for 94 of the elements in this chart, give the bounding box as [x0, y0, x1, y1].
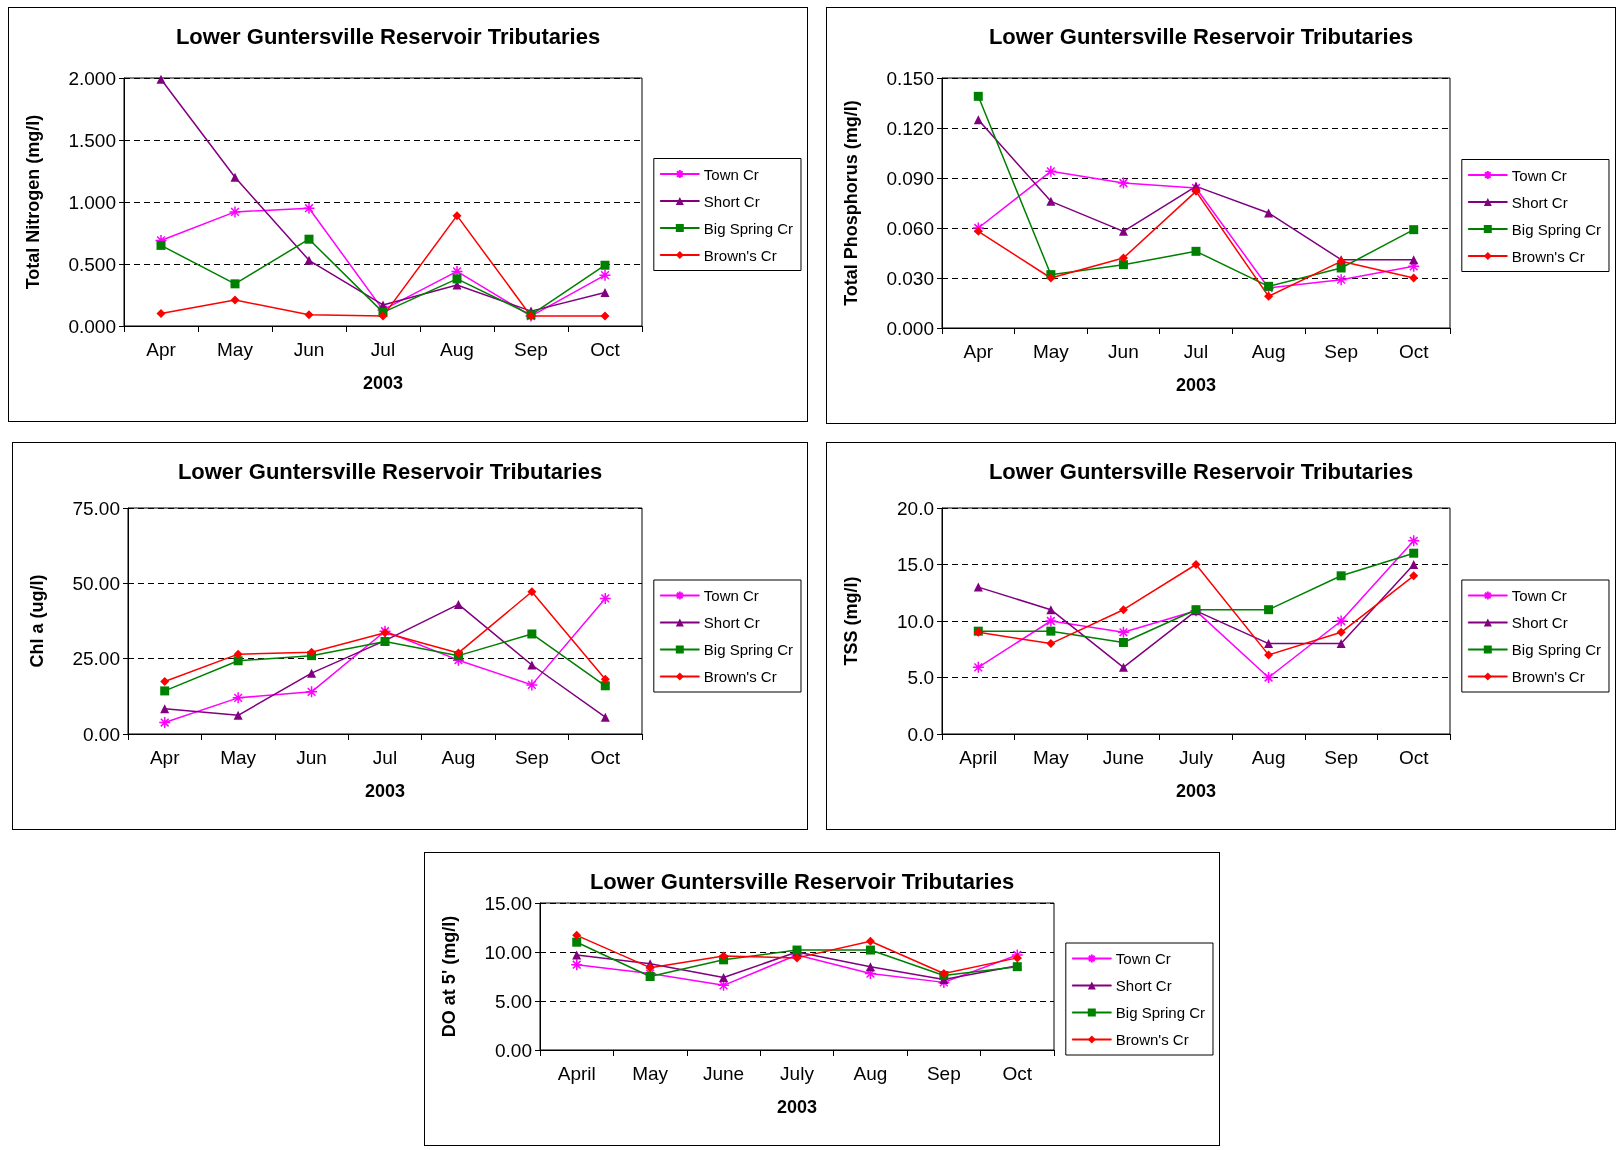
y-tick-label: 0.000 [886, 317, 934, 339]
x-tick-label: Jun [296, 747, 327, 768]
y-tick-label: 75.00 [72, 497, 120, 519]
x-tick-label: Apr [963, 341, 994, 362]
x-tick-label: Aug [441, 747, 476, 768]
y-tick-label: 10.00 [484, 941, 532, 963]
legend-label: Short Cr [703, 192, 760, 210]
y-tick-label: 20.0 [897, 497, 934, 519]
y-axis-title: TSS (mg/l) [841, 576, 861, 666]
legend-label: Big Spring Cr [1115, 1004, 1205, 1021]
y-axis-title: Chl a (ug/l) [27, 574, 47, 668]
y-tick-label: 5.0 [907, 667, 934, 688]
x-tick-label: Sep [926, 1063, 961, 1084]
legend-label: Short Cr [1511, 614, 1568, 631]
legend-label: Short Cr [703, 614, 760, 631]
x-tick-label: June [1102, 747, 1145, 768]
legend-label: Town Cr [1511, 166, 1567, 184]
chart-title: Lower Guntersville Reservoir Tributaries [175, 23, 601, 49]
y-tick-label: 0.090 [886, 167, 934, 189]
chart-title: Lower Guntersville Reservoir Tributaries [988, 23, 1414, 49]
x-tick-label: June [702, 1063, 745, 1084]
x-tick-label: May [1032, 341, 1070, 362]
x-tick-label: May [217, 339, 254, 360]
y-tick-label: 10.0 [897, 610, 934, 632]
x-tick-label: Jun [1108, 341, 1139, 362]
x-tick-label: Apr [146, 339, 177, 360]
legend-label: Town Cr [703, 587, 759, 604]
x-axis-title: 2003 [776, 1097, 818, 1117]
y-tick-label: 0.0 [907, 723, 934, 745]
legend-label: Big Spring Cr [703, 641, 793, 658]
x-tick-label: Aug [1251, 747, 1286, 768]
x-axis-title: 2003 [364, 781, 406, 801]
chart-title: Lower Guntersville Reservoir Tributaries [589, 868, 1015, 894]
y-tick-label: 15.00 [484, 892, 532, 914]
x-tick-label: Oct [1398, 747, 1430, 768]
y-tick-label: 0.030 [886, 267, 934, 289]
x-tick-label: April [557, 1063, 596, 1084]
x-axis-title: 2003 [1175, 375, 1217, 395]
y-tick-label: 0.000 [68, 315, 116, 337]
x-tick-label: Oct [590, 339, 621, 360]
x-tick-label: Oct [590, 747, 621, 768]
legend-label: Brown's Cr [703, 246, 777, 264]
x-tick-label: Sep [1324, 747, 1359, 768]
x-tick-label: Oct [1002, 1063, 1033, 1084]
x-tick-label: Aug [1251, 341, 1286, 362]
chart-title: Lower Guntersville Reservoir Tributaries [177, 458, 603, 484]
y-tick-label: 50.00 [72, 572, 120, 594]
y-axis-title: Total Phosphorus (mg/l) [841, 100, 861, 306]
y-tick-label: 0.150 [886, 67, 934, 89]
x-axis-title: 2003 [1175, 781, 1217, 801]
x-tick-label: Jul [372, 747, 398, 768]
legend-label: Town Cr [1115, 950, 1171, 967]
x-tick-label: May [220, 747, 257, 768]
x-tick-label: Aug [853, 1063, 888, 1084]
legend-label: Big Spring Cr [703, 219, 793, 237]
legend-label: Brown's Cr [703, 668, 777, 685]
legend-label: Short Cr [1115, 977, 1172, 994]
x-tick-label: Sep [514, 747, 549, 768]
x-tick-label: Apr [149, 747, 181, 768]
legend-label: Brown's Cr [1511, 668, 1585, 685]
legend-label: Big Spring Cr [1511, 641, 1601, 658]
legend-label: Short Cr [1511, 193, 1568, 211]
y-tick-label: 5.00 [495, 990, 532, 1012]
x-tick-label: Sep [514, 339, 548, 360]
y-tick-label: 0.00 [495, 1039, 532, 1061]
y-axis-title: DO at 5' (mg/l) [439, 915, 459, 1038]
x-tick-label: Sep [1324, 341, 1359, 362]
x-tick-label: April [959, 747, 998, 768]
x-axis-title: 2003 [362, 373, 404, 393]
x-tick-label: Oct [1398, 341, 1430, 362]
x-tick-label: Jul [370, 339, 396, 360]
chart-title: Lower Guntersville Reservoir Tributaries [988, 458, 1414, 484]
x-tick-label: July [780, 1063, 815, 1084]
x-tick-label: May [632, 1063, 669, 1084]
legend-label: Brown's Cr [1115, 1031, 1189, 1048]
legend-label: Town Cr [703, 165, 759, 183]
legend-label: Town Cr [1511, 587, 1567, 604]
y-tick-label: 0.00 [83, 723, 120, 745]
x-tick-label: Jun [293, 339, 325, 360]
x-tick-label: May [1032, 747, 1070, 768]
y-axis-title: Total Nitrogen (mg/l) [23, 114, 43, 290]
legend-label: Brown's Cr [1511, 247, 1585, 265]
y-tick-label: 0.500 [68, 253, 116, 275]
y-tick-label: 25.00 [72, 648, 120, 670]
y-tick-label: 0.060 [886, 217, 934, 239]
y-tick-label: 1.000 [68, 191, 116, 213]
x-tick-label: Jul [1183, 341, 1209, 362]
y-tick-label: 15.0 [897, 554, 934, 575]
y-tick-label: 1.500 [68, 129, 116, 151]
legend-label: Big Spring Cr [1511, 220, 1601, 238]
x-tick-label: July [1179, 747, 1214, 768]
y-tick-label: 0.120 [886, 117, 934, 139]
y-tick-label: 2.000 [68, 67, 116, 89]
x-tick-label: Aug [440, 339, 474, 360]
